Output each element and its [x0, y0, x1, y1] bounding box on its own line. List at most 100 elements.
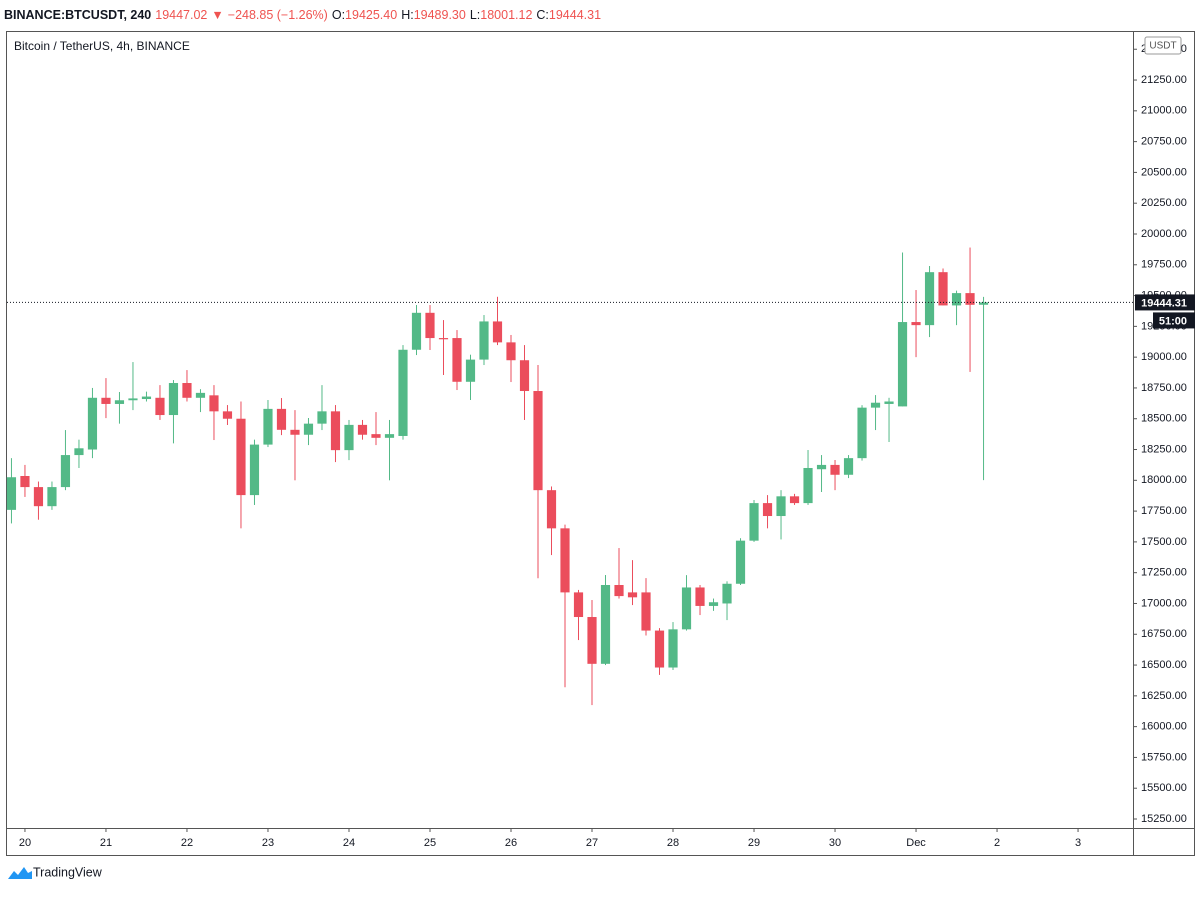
x-tick-label: 22 — [181, 837, 193, 849]
currency: USDT — [1149, 41, 1176, 52]
countdown: 51:00 — [1159, 315, 1187, 327]
y-tick-label: 19000.00 — [1141, 351, 1187, 363]
candle-body — [114, 400, 125, 404]
y-tick-label: 18000.00 — [1141, 474, 1187, 486]
candle-body — [465, 359, 476, 382]
candle-body — [425, 312, 435, 339]
candle-body — [978, 302, 989, 305]
candles — [6, 247, 989, 706]
x-tick-label: 25 — [424, 837, 436, 849]
candle-body — [506, 342, 516, 361]
x-tick-label: 29 — [748, 837, 760, 849]
candle-body — [411, 312, 422, 350]
candle-body — [681, 587, 692, 630]
candle-body — [884, 401, 894, 404]
candle-body — [600, 585, 611, 664]
candle-body — [74, 448, 84, 456]
candle-body — [276, 408, 287, 430]
brand: TradingView — [33, 865, 103, 879]
y-tick-label: 20250.00 — [1141, 197, 1187, 209]
candle-body — [479, 321, 489, 360]
c-label: C: — [536, 8, 549, 22]
y-tick-label: 18500.00 — [1141, 413, 1187, 425]
candle-body — [870, 402, 881, 408]
y-tick-label: 17250.00 — [1141, 567, 1187, 579]
candle-body — [951, 293, 962, 306]
candle-body — [546, 490, 557, 529]
candle-body — [965, 293, 975, 305]
candle-body — [816, 464, 827, 470]
y-tick-label: 20500.00 — [1141, 166, 1187, 178]
candle-body — [384, 434, 395, 438]
x-tick-label: Dec — [906, 837, 926, 849]
candle-body — [627, 592, 638, 598]
candle-body — [695, 587, 705, 606]
countdown-box — [1153, 312, 1195, 329]
overlay: 19444.31 51:00 USDT — [7, 36, 1195, 329]
candle-body — [519, 360, 530, 392]
y-tick-label: 17000.00 — [1141, 597, 1187, 609]
candle-body — [438, 338, 449, 340]
candle-body — [735, 540, 746, 584]
logo-icon — [8, 867, 32, 879]
arrow: ▼ — [211, 8, 224, 22]
candle-body — [533, 391, 543, 491]
y-tick-label: 20000.00 — [1141, 228, 1187, 240]
candle-body — [47, 487, 57, 507]
candle-body — [641, 592, 651, 631]
candle-body — [290, 429, 300, 435]
candle-body — [776, 496, 786, 517]
x-tick-label: 2 — [994, 837, 1000, 849]
candle-body — [371, 434, 381, 438]
o-label: O: — [331, 8, 346, 22]
y-tick-label: 21000.00 — [1141, 105, 1187, 117]
candle-body — [654, 630, 665, 668]
y-tick-label: 16750.00 — [1141, 628, 1187, 640]
x-tick-label: 21 — [100, 837, 112, 849]
candle-body — [897, 322, 908, 407]
candle-body — [830, 464, 840, 475]
candle-body — [60, 455, 71, 488]
l-value: 18001.12 — [480, 8, 533, 22]
logo: TradingView — [8, 865, 103, 879]
candle-body — [911, 322, 921, 326]
candle-body — [222, 411, 233, 419]
x-tick-label: 3 — [1075, 837, 1081, 849]
y-tick-label: 19750.00 — [1141, 259, 1187, 271]
y-tick-label: 18250.00 — [1141, 443, 1187, 455]
candle-body — [141, 396, 152, 400]
x-tick-label: 28 — [667, 837, 679, 849]
y-tick-label: 21250.00 — [1141, 74, 1187, 86]
candle-body — [762, 503, 773, 517]
last-price-label: 19444.31 — [1141, 297, 1187, 309]
candle-body — [398, 349, 408, 436]
currency-box — [1144, 36, 1182, 55]
y-tick-label: 15500.00 — [1141, 782, 1187, 794]
x-tick-label: 24 — [343, 837, 355, 849]
header: BINANCE:BTCUSDT, 240 19447.02 ▼ −248.85 … — [4, 8, 601, 26]
candle-body — [33, 487, 44, 507]
candle-body — [749, 503, 759, 541]
subtitle: Bitcoin / TetherUS, 4h, BINANCE — [14, 39, 190, 53]
x-tick-label: 30 — [829, 837, 841, 849]
candle-body — [722, 583, 732, 604]
candle-body — [317, 411, 327, 424]
candle-body — [452, 338, 462, 382]
symbol: BINANCE:BTCUSDT, 240 — [4, 8, 152, 22]
candle-body — [155, 397, 165, 416]
y-tick-label: 16500.00 — [1141, 659, 1187, 671]
candle-body — [263, 408, 273, 445]
candle-body — [6, 477, 17, 510]
candle-body — [708, 602, 719, 606]
o-value: 19425.40 — [345, 8, 398, 22]
y-tick-label: 17500.00 — [1141, 536, 1187, 548]
x-tick-label: 23 — [262, 837, 274, 849]
candle-body — [344, 424, 354, 451]
x-tick-label: 26 — [505, 837, 517, 849]
y-tick-label: 16000.00 — [1141, 721, 1187, 733]
h-value: 19489.30 — [413, 8, 466, 22]
y-tick-label: 15750.00 — [1141, 751, 1187, 763]
candle-body — [236, 418, 246, 496]
frame — [6, 31, 1195, 856]
